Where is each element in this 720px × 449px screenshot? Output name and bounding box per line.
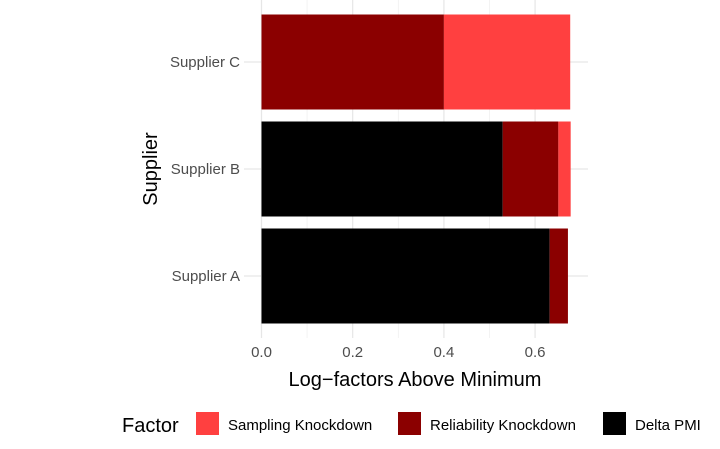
- bar-supplier-b-sampling-knockdown: [558, 121, 571, 217]
- legend-swatch-delta-pmi: [603, 412, 626, 435]
- x-axis-ticks: 0.0 0.2 0.4 0.6: [251, 344, 545, 361]
- y-axis-title: Supplier: [140, 132, 162, 206]
- y-tick-label: Supplier A: [172, 268, 240, 285]
- x-tick-label: 0.0: [251, 344, 272, 361]
- legend-label-sampling-knockdown: Sampling Knockdown: [228, 417, 372, 434]
- legend-swatch-sampling-knockdown: [196, 412, 219, 435]
- x-axis-title: Log−factors Above Minimum: [289, 369, 542, 391]
- bar-supplier-c-sampling-knockdown: [443, 14, 571, 110]
- x-tick-label: 0.6: [525, 344, 546, 361]
- bar-supplier-c-reliability-knockdown: [261, 14, 444, 110]
- y-tick-label: Supplier C: [170, 54, 240, 71]
- legend-title: Factor: [122, 415, 179, 437]
- legend-label-reliability-knockdown: Reliability Knockdown: [430, 417, 576, 434]
- y-axis-ticks: Supplier A Supplier B Supplier C: [170, 54, 240, 285]
- bar-supplier-a-reliability-knockdown: [549, 228, 568, 324]
- legend-label-delta-pmi: Delta PMI: [635, 417, 701, 434]
- bars: [261, 14, 571, 324]
- y-tick-label: Supplier B: [171, 161, 240, 178]
- x-tick-label: 0.2: [342, 344, 363, 361]
- bar-supplier-b-delta-pmi: [261, 121, 503, 217]
- bar-supplier-a-delta-pmi: [261, 228, 550, 324]
- legend: Factor Sampling Knockdown Reliability Kno…: [122, 412, 701, 437]
- legend-items: Sampling Knockdown Reliability Knockdown D…: [196, 412, 701, 435]
- legend-swatch-reliability-knockdown: [398, 412, 421, 435]
- bar-supplier-b-reliability-knockdown: [502, 121, 559, 217]
- x-tick-label: 0.4: [433, 344, 454, 361]
